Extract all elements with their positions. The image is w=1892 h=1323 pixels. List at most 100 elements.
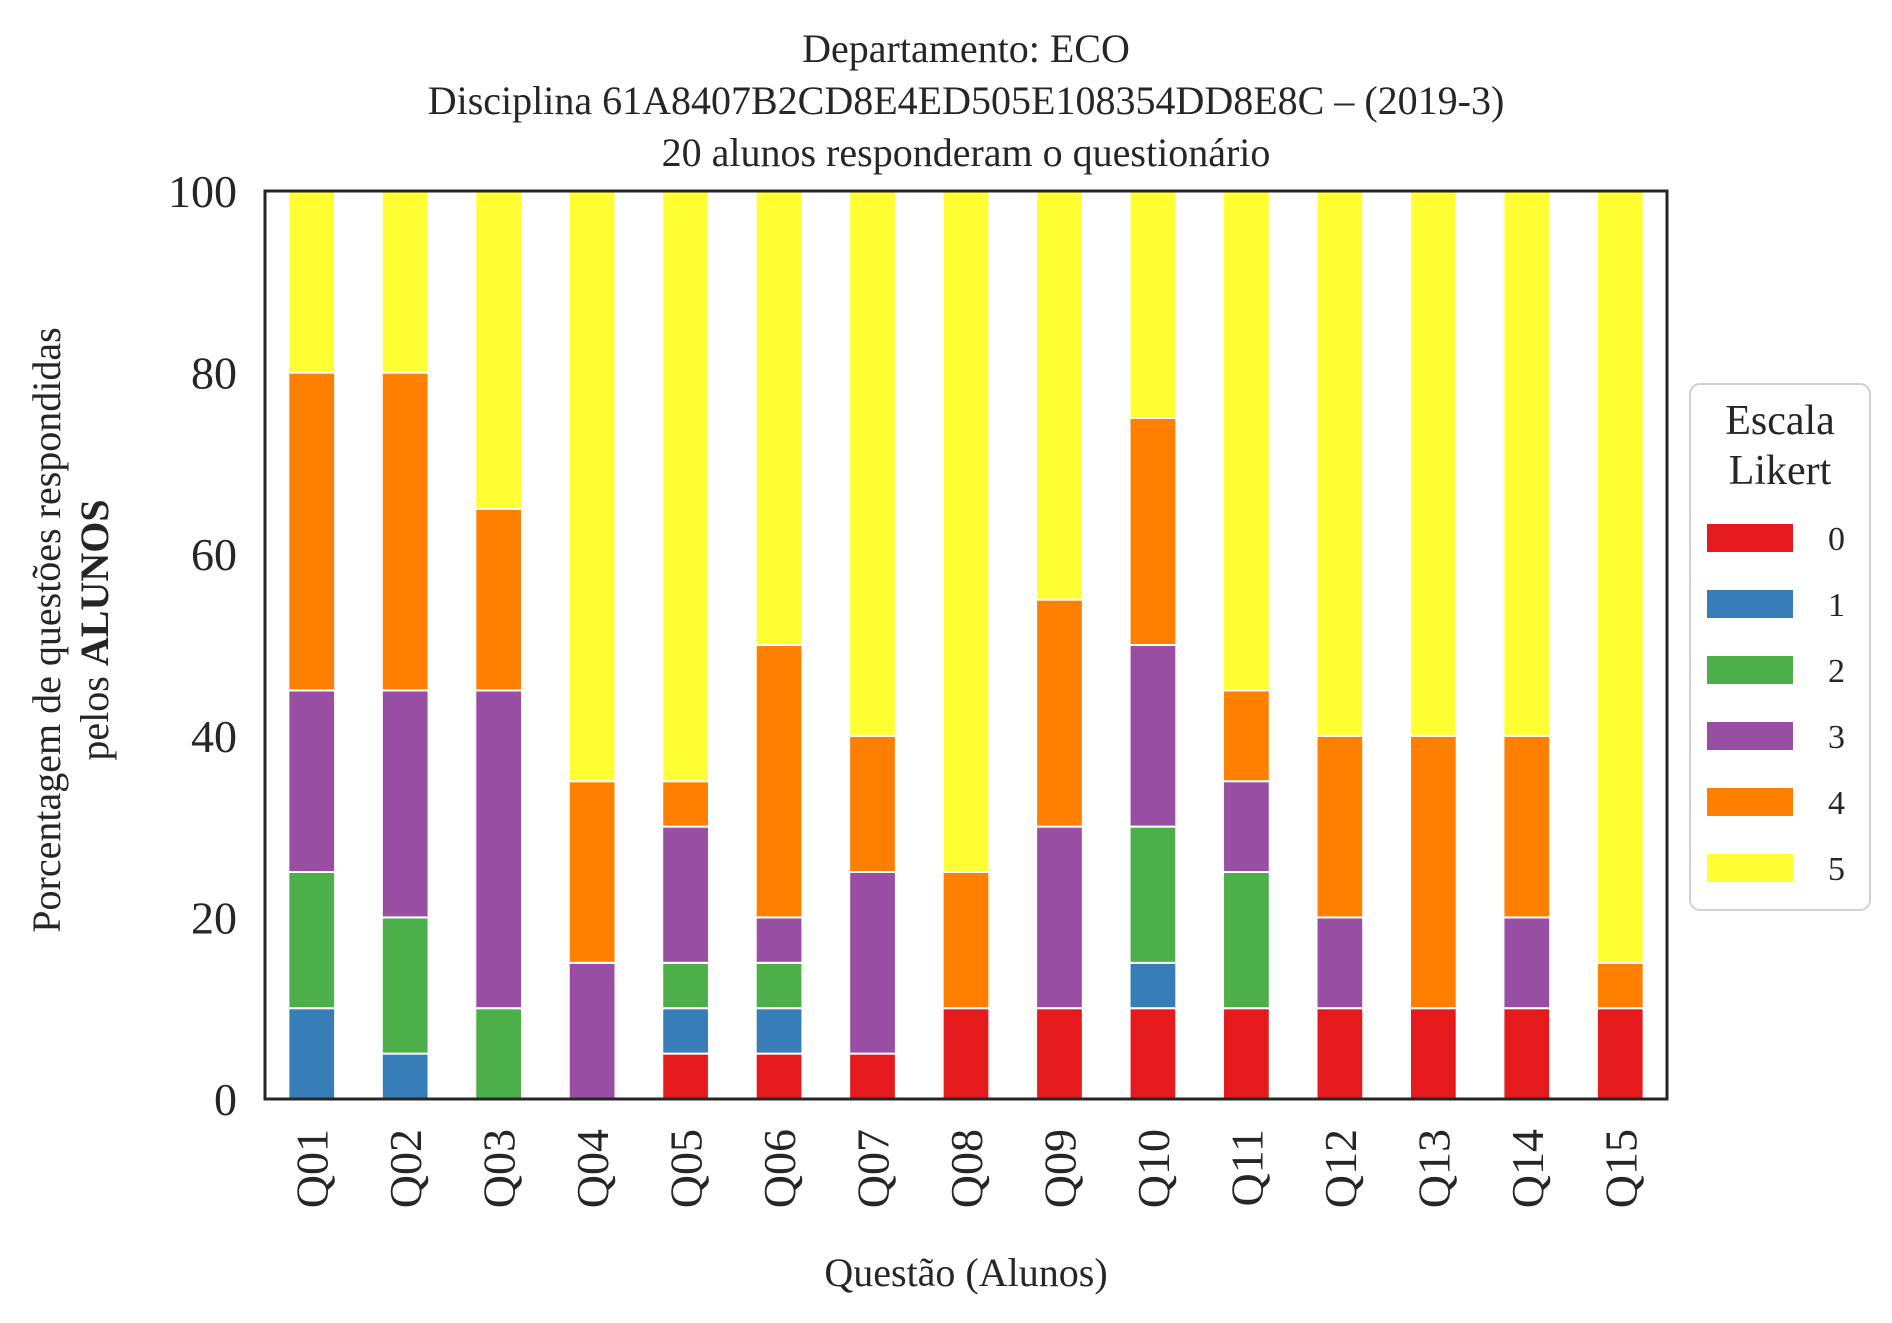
x-tick-label-Q08: Q08 <box>941 1129 992 1208</box>
bar-Q06-scale-2 <box>754 961 804 1010</box>
legend-swatch-2 <box>1707 656 1793 684</box>
bar-Q08-scale-4 <box>941 871 991 1010</box>
bar-Q11-scale-2 <box>1222 871 1271 1010</box>
legend-entries: 0 1 2 3 4 5 <box>1707 521 1845 888</box>
bar-Q02-scale-2 <box>380 916 430 1055</box>
legend-box <box>1689 383 1871 911</box>
bar-Q05-scale-1 <box>661 1007 710 1055</box>
chart-title: Departamento: ECO <box>802 26 1130 71</box>
x-tick-label-Q06: Q06 <box>754 1129 805 1208</box>
bar-Q01-scale-4 <box>287 371 337 692</box>
bar-Q15-scale-5 <box>1595 190 1645 964</box>
bar-Q07-scale-4 <box>848 734 897 873</box>
bar-Q10-scale-1 <box>1128 961 1178 1010</box>
bar-Q09-scale-5 <box>1035 190 1084 601</box>
bar-Q10-scale-3 <box>1128 644 1178 828</box>
bar-Q03-scale-3 <box>474 689 524 1010</box>
bar-Q12-scale-5 <box>1315 190 1365 737</box>
bar-Q05-scale-3 <box>661 825 710 964</box>
x-tick-label-Q10: Q10 <box>1128 1129 1179 1208</box>
bar-Q14-scale-4 <box>1502 734 1552 919</box>
legend-swatch-0 <box>1707 524 1793 552</box>
x-tick-label-Q07: Q07 <box>848 1129 899 1208</box>
bar-Q02-scale-4 <box>380 371 430 692</box>
bar-Q08-scale-5 <box>941 190 991 873</box>
bar-Q07-scale-0 <box>848 1052 897 1100</box>
x-axis-label: Questão (Alunos) <box>824 1250 1107 1295</box>
bar-Q03-scale-4 <box>474 507 524 692</box>
legend-swatch-5 <box>1707 854 1793 882</box>
bar-Q01-scale-5 <box>287 190 337 374</box>
bar-Q06-scale-0 <box>754 1052 804 1100</box>
y-tick-label: 80 <box>191 348 237 399</box>
legend-label-4: 4 <box>1828 785 1845 822</box>
x-tick-label-Q01: Q01 <box>287 1129 338 1208</box>
y-axis-label: Porcentagem de questões respondidas pelo… <box>24 327 117 932</box>
bar-Q14-scale-3 <box>1502 916 1552 1010</box>
bar-Q15-scale-0 <box>1595 1007 1645 1101</box>
y-tick-label: 0 <box>214 1074 237 1125</box>
y-axis-label-prefix: pelos <box>72 666 117 760</box>
bar-Q15-scale-4 <box>1595 961 1645 1010</box>
bar-Q11-scale-5 <box>1222 190 1271 692</box>
x-tick-label-Q14: Q14 <box>1502 1129 1553 1208</box>
legend-label-0: 0 <box>1828 521 1845 558</box>
plot-area-frame <box>263 189 1669 1101</box>
y-tick-label: 40 <box>191 711 237 762</box>
x-tick-label-Q15: Q15 <box>1595 1129 1646 1208</box>
y-axis-label-bold: ALUNOS <box>72 499 117 666</box>
bar-Q02-scale-5 <box>380 190 430 374</box>
bars-layer <box>287 190 1645 1101</box>
y-axis-label-line-1: Porcentagem de questões respondidas <box>24 327 69 932</box>
bar-Q13-scale-0 <box>1408 1007 1458 1101</box>
bar-Q12-scale-4 <box>1315 734 1365 919</box>
legend-label-5: 5 <box>1828 851 1845 888</box>
bar-Q13-scale-4 <box>1408 734 1458 1010</box>
bar-Q03-scale-2 <box>474 1007 524 1101</box>
bar-Q05-scale-2 <box>661 961 710 1010</box>
bar-Q01-scale-2 <box>287 871 337 1010</box>
bar-Q13-scale-5 <box>1408 190 1458 737</box>
bar-Q07-scale-5 <box>848 190 897 737</box>
bar-Q02-scale-3 <box>380 689 430 919</box>
bar-Q11-scale-0 <box>1222 1007 1271 1101</box>
bar-Q06-scale-1 <box>754 1007 804 1055</box>
y-tick-label: 20 <box>191 892 237 943</box>
x-tick-label-Q05: Q05 <box>661 1129 712 1208</box>
bar-Q04-scale-3 <box>567 961 617 1100</box>
y-tick-label: 100 <box>168 166 237 217</box>
y-tick-label: 60 <box>191 529 237 580</box>
chart-subtitle-line-1: Disciplina 61A8407B2CD8E4ED505E108354DD8… <box>428 78 1505 123</box>
x-tick-label-Q13: Q13 <box>1408 1129 1459 1208</box>
bar-Q10-scale-2 <box>1128 825 1178 964</box>
legend-label-2: 2 <box>1828 653 1845 690</box>
legend-title-line-2: Likert <box>1729 448 1832 494</box>
bar-Q14-scale-5 <box>1502 190 1552 737</box>
legend: Escala Likert 0 1 2 3 4 5 <box>1689 383 1871 911</box>
bar-Q06-scale-4 <box>754 644 804 919</box>
x-tick-label-Q03: Q03 <box>474 1129 525 1208</box>
bar-Q09-scale-4 <box>1035 598 1084 828</box>
bar-Q05-scale-4 <box>661 780 710 828</box>
x-tick-label-Q09: Q09 <box>1034 1129 1085 1208</box>
bar-Q11-scale-4 <box>1222 689 1271 783</box>
legend-swatch-4 <box>1707 788 1793 816</box>
x-axis-ticks: Q01 Q02 Q03 Q04 Q05 Q06 Q07 Q08 Q09 Q10 Q11 Q12 Q13 Q… <box>287 1129 1647 1208</box>
legend-swatch-1 <box>1707 590 1793 618</box>
bar-Q04-scale-5 <box>567 190 617 783</box>
x-tick-label-Q11: Q11 <box>1221 1129 1272 1207</box>
bar-Q02-scale-1 <box>380 1052 430 1100</box>
x-tick-label-Q12: Q12 <box>1315 1129 1366 1208</box>
bar-Q14-scale-0 <box>1502 1007 1552 1101</box>
bar-Q03-scale-5 <box>474 190 524 510</box>
legend-label-3: 3 <box>1828 719 1845 756</box>
y-axis-label-line-2: pelos ALUNOS <box>72 499 117 760</box>
legend-title-line-1: Escala <box>1725 398 1835 444</box>
bar-Q09-scale-3 <box>1035 825 1084 1010</box>
bar-Q05-scale-5 <box>661 190 710 783</box>
bar-Q05-scale-0 <box>661 1052 710 1100</box>
bar-Q08-scale-0 <box>941 1007 991 1101</box>
bar-Q07-scale-3 <box>848 871 897 1055</box>
legend-label-1: 1 <box>1828 587 1845 624</box>
